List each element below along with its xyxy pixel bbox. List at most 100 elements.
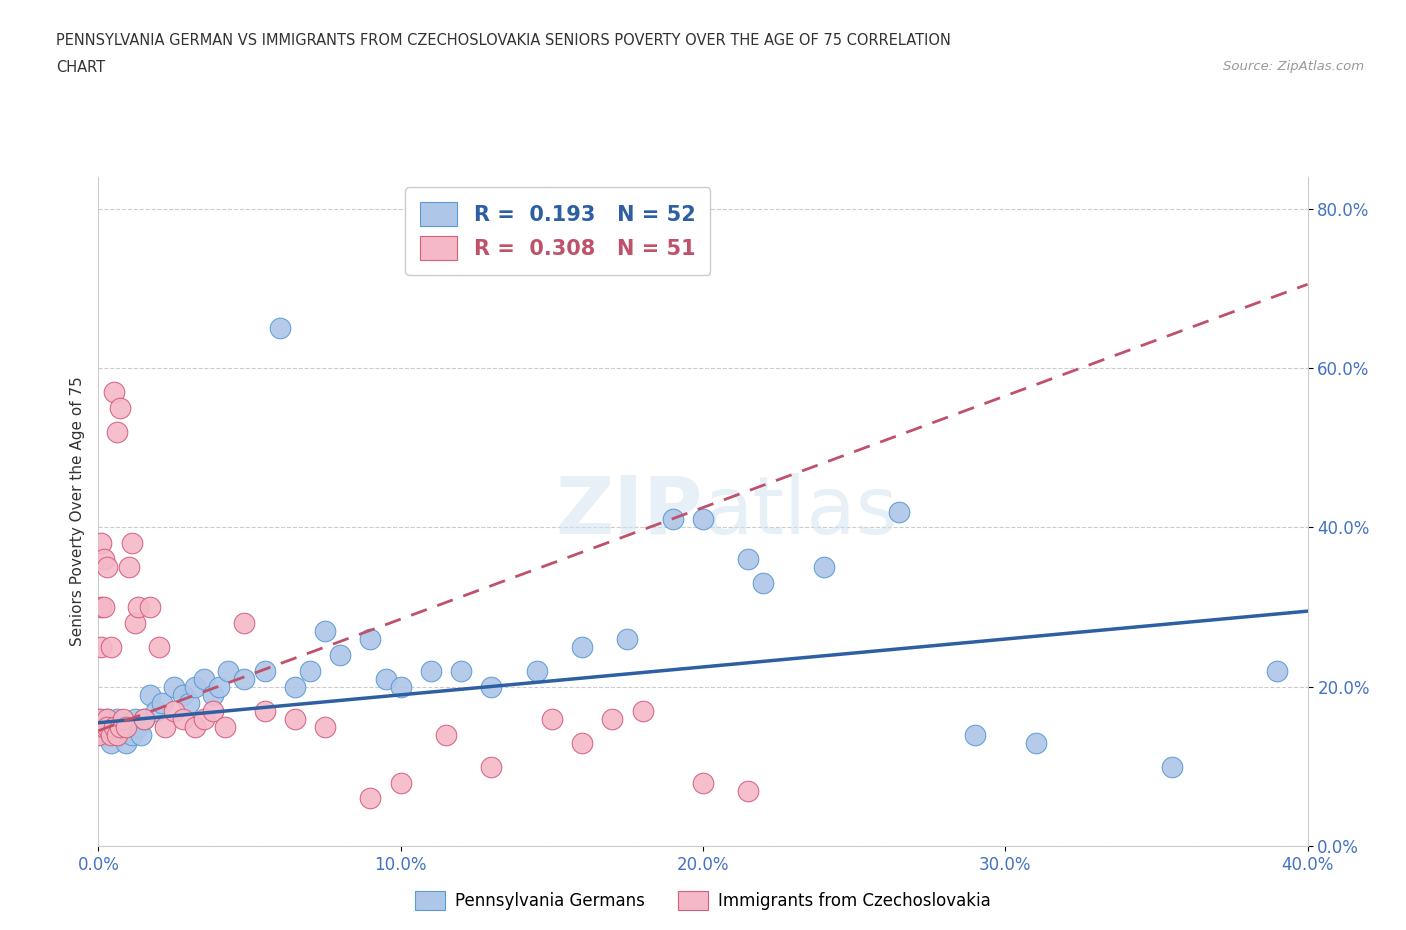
Point <box>299 663 322 678</box>
Point <box>314 624 336 639</box>
Point <box>96 711 118 726</box>
Point <box>96 711 118 726</box>
Point <box>813 560 835 575</box>
Text: CHART: CHART <box>56 60 105 75</box>
Text: ZIP: ZIP <box>555 472 703 551</box>
Point <box>90 600 112 615</box>
Point <box>132 711 155 726</box>
Point <box>752 576 775 591</box>
Point <box>450 663 472 678</box>
Point <box>108 727 131 742</box>
Point <box>105 711 128 726</box>
Legend: R =  0.193   N = 52, R =  0.308   N = 51: R = 0.193 N = 52, R = 0.308 N = 51 <box>405 187 710 275</box>
Point <box>100 640 122 655</box>
Point <box>127 600 149 615</box>
Point <box>389 775 412 790</box>
Point <box>253 663 276 678</box>
Point <box>202 687 225 702</box>
Point <box>103 719 125 734</box>
Point <box>481 680 503 695</box>
Point <box>93 551 115 566</box>
Point <box>163 680 186 695</box>
Point <box>193 671 215 686</box>
Point <box>114 719 136 734</box>
Point <box>93 719 115 734</box>
Point <box>111 719 134 734</box>
Point <box>114 736 136 751</box>
Point <box>329 647 352 662</box>
Point <box>360 631 382 646</box>
Point <box>148 640 170 655</box>
Point <box>87 727 110 742</box>
Point <box>253 703 276 718</box>
Point <box>108 401 131 416</box>
Point <box>540 711 562 726</box>
Point <box>93 600 115 615</box>
Text: PENNSYLVANIA GERMAN VS IMMIGRANTS FROM CZECHOSLOVAKIA SENIORS POVERTY OVER THE A: PENNSYLVANIA GERMAN VS IMMIGRANTS FROM C… <box>56 33 950 47</box>
Point <box>389 680 412 695</box>
Point <box>90 640 112 655</box>
Point <box>360 791 382 806</box>
Point <box>118 560 141 575</box>
Point <box>145 703 167 718</box>
Point <box>208 680 231 695</box>
Point <box>127 719 149 734</box>
Point <box>93 727 115 742</box>
Point <box>129 727 152 742</box>
Point <box>124 616 146 631</box>
Point <box>121 536 143 551</box>
Point <box>737 783 759 798</box>
Point <box>232 671 254 686</box>
Point <box>434 727 457 742</box>
Point <box>965 727 987 742</box>
Legend: Pennsylvania Germans, Immigrants from Czechoslovakia: Pennsylvania Germans, Immigrants from Cz… <box>408 884 998 917</box>
Point <box>96 560 118 575</box>
Point <box>1024 736 1046 751</box>
Point <box>631 703 654 718</box>
Point <box>105 424 128 439</box>
Point <box>132 711 155 726</box>
Point <box>737 551 759 566</box>
Point <box>889 504 911 519</box>
Point <box>90 719 112 734</box>
Point <box>571 640 593 655</box>
Point <box>184 680 207 695</box>
Point <box>90 536 112 551</box>
Point <box>105 727 128 742</box>
Point <box>87 719 110 734</box>
Point <box>163 703 186 718</box>
Point <box>202 703 225 718</box>
Point <box>124 711 146 726</box>
Point <box>602 711 624 726</box>
Point <box>118 719 141 734</box>
Point <box>150 696 173 711</box>
Text: atlas: atlas <box>703 472 897 551</box>
Point <box>1160 759 1182 774</box>
Point <box>692 512 714 527</box>
Point <box>100 727 122 742</box>
Point <box>153 719 176 734</box>
Point <box>87 711 110 726</box>
Point <box>121 727 143 742</box>
Point <box>374 671 396 686</box>
Y-axis label: Seniors Poverty Over the Age of 75: Seniors Poverty Over the Age of 75 <box>69 377 84 646</box>
Point <box>172 687 194 702</box>
Point <box>314 719 336 734</box>
Point <box>481 759 503 774</box>
Text: Source: ZipAtlas.com: Source: ZipAtlas.com <box>1223 60 1364 73</box>
Point <box>419 663 441 678</box>
Point <box>571 736 593 751</box>
Point <box>172 711 194 726</box>
Point <box>108 719 131 734</box>
Point <box>103 719 125 734</box>
Point <box>214 719 236 734</box>
Point <box>526 663 548 678</box>
Point <box>96 719 118 734</box>
Point <box>269 321 291 336</box>
Point <box>100 736 122 751</box>
Point <box>616 631 638 646</box>
Point <box>284 680 307 695</box>
Point <box>184 719 207 734</box>
Point <box>139 600 162 615</box>
Point <box>103 384 125 399</box>
